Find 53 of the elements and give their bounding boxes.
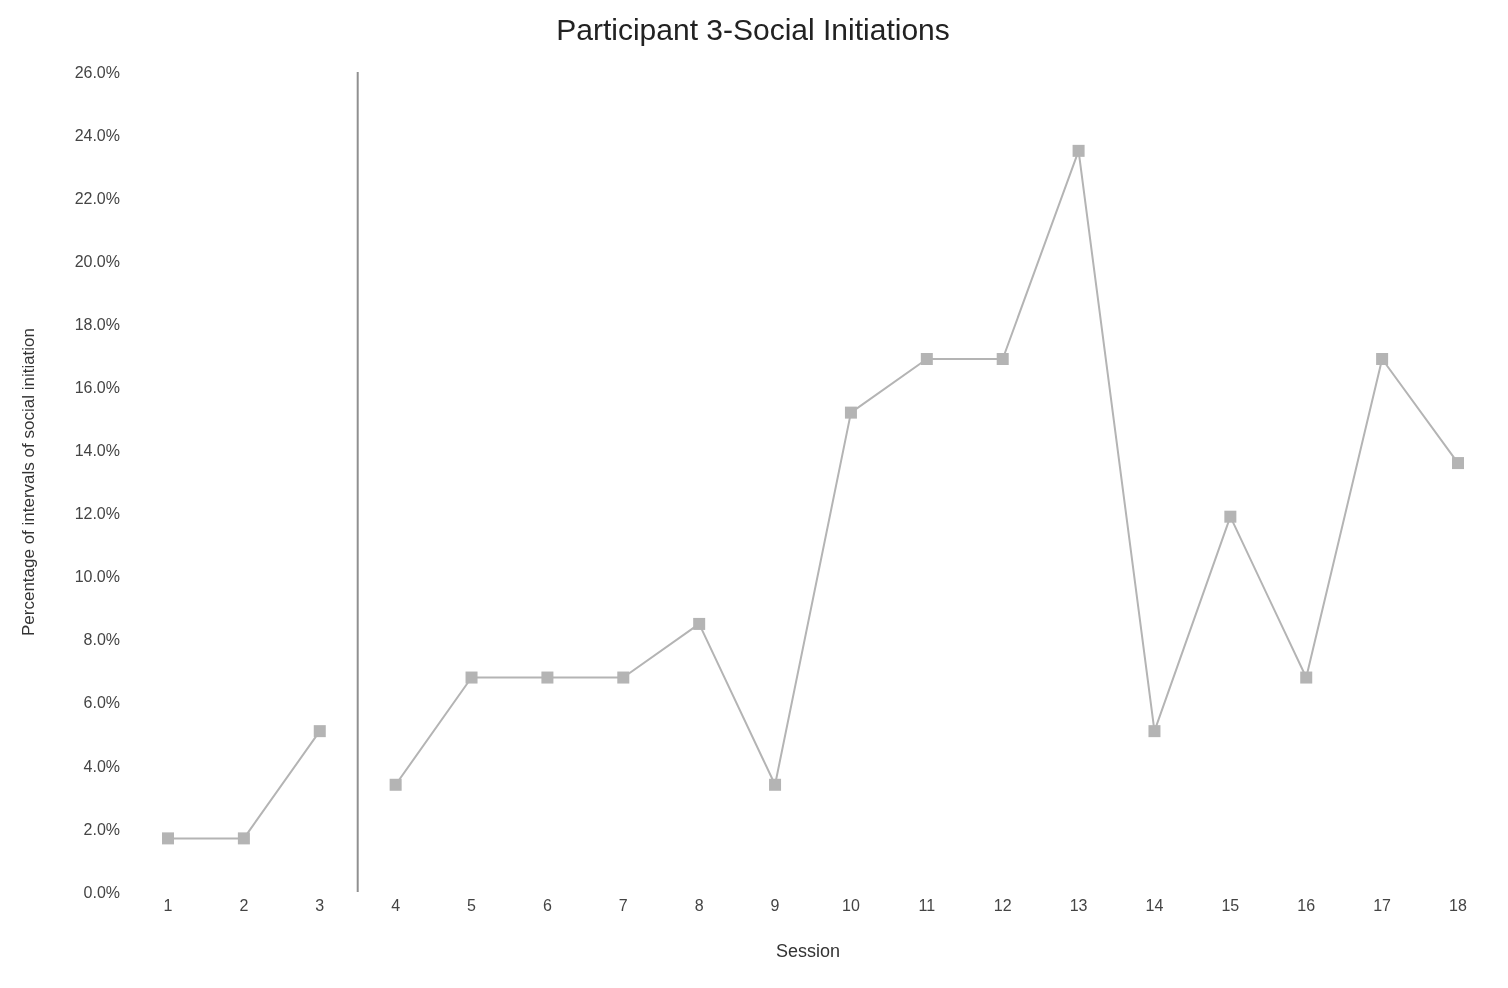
y-tick-label: 14.0% — [74, 442, 120, 460]
point — [1072, 144, 1085, 157]
x-tick-label: 6 — [542, 897, 552, 915]
x-axis-title: Session — [775, 941, 841, 961]
y-tick-label: 8.0% — [83, 631, 120, 649]
point — [617, 671, 630, 684]
y-tick-label: 2.0% — [83, 820, 120, 838]
x-tick-label: 16 — [1297, 897, 1316, 915]
x-tick-label: 8 — [694, 897, 704, 915]
point — [237, 832, 250, 845]
y-tick-label: 6.0% — [83, 694, 120, 712]
y-tick-label: 10.0% — [74, 568, 120, 586]
x-tick-label: 15 — [1221, 897, 1240, 915]
x-tick-label: 10 — [842, 897, 860, 915]
x-tick-label: 11 — [918, 897, 936, 915]
point — [389, 778, 402, 791]
point — [1300, 671, 1313, 684]
x-tick-label: 1 — [163, 897, 173, 915]
x-tick-label: 5 — [467, 897, 477, 915]
y-tick-label: 12.0% — [74, 505, 120, 523]
point — [844, 406, 857, 419]
y-tick-label: 18.0% — [74, 315, 120, 333]
y-tick-label: 16.0% — [74, 379, 120, 397]
point — [996, 353, 1009, 365]
y-tick-label: 22.0% — [74, 189, 120, 207]
x-tick-label: 3 — [315, 897, 325, 915]
x-tick-label: 14 — [1145, 897, 1164, 915]
point — [920, 353, 933, 365]
point — [769, 778, 782, 791]
x-tick-label: 2 — [239, 897, 249, 915]
x-tick-label: 4 — [391, 897, 401, 915]
point — [1224, 510, 1237, 523]
point — [465, 671, 478, 684]
y-tick-label: 26.0% — [74, 63, 120, 81]
x-tick-label: 18 — [1449, 897, 1467, 915]
chart-title: Participant 3-Social Initiations — [555, 12, 951, 48]
y-axis-title: Percentage of intervals of social initiation — [19, 327, 39, 637]
point — [162, 832, 174, 845]
x-tick-label: 9 — [770, 897, 780, 915]
y-tick-label: 20.0% — [74, 252, 120, 270]
point — [1452, 457, 1464, 470]
x-tick-label: 17 — [1373, 897, 1392, 915]
x-tick-label: 12 — [993, 897, 1012, 915]
y-tick-label: 4.0% — [83, 757, 120, 775]
point — [1148, 725, 1161, 738]
x-tick-label: 7 — [618, 897, 628, 915]
y-tick-label: 24.0% — [74, 126, 120, 144]
point — [693, 617, 706, 630]
y-tick-label: 0.0% — [83, 883, 120, 901]
point — [1376, 353, 1389, 365]
x-tick-label: 13 — [1069, 897, 1088, 915]
point — [541, 671, 554, 684]
point — [313, 725, 326, 738]
